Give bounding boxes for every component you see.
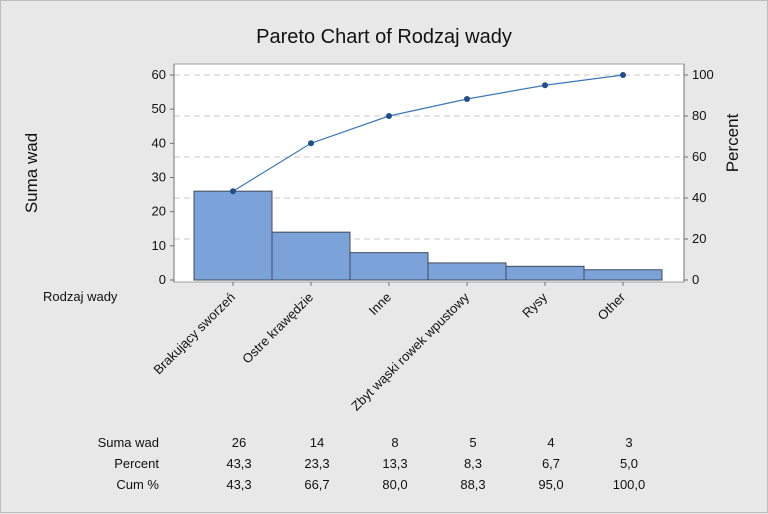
- table-cell: 43,3: [226, 477, 251, 492]
- table-cell: 66,7: [304, 477, 329, 492]
- chart-title: Pareto Chart of Rodzaj wady: [256, 26, 512, 48]
- table-cell: 100,0: [613, 477, 646, 492]
- cumulative-line: [230, 72, 626, 195]
- right-tick-label: 60: [692, 149, 706, 164]
- left-tick-label: 30: [152, 170, 166, 185]
- right-tick-label: 20: [692, 231, 706, 246]
- right-tick-label: 100: [692, 67, 714, 82]
- left-tick-label: 50: [152, 101, 166, 116]
- right-tick-label: 0: [692, 272, 699, 287]
- y2-axis-label: Percent: [723, 113, 742, 172]
- table-cell: 5,0: [620, 456, 638, 471]
- table-row-label: Percent: [114, 456, 159, 471]
- x-tick-label: Other: [595, 289, 629, 323]
- table-cell: 95,0: [538, 477, 563, 492]
- table-cell: 14: [310, 435, 324, 450]
- cumulative-point: [230, 188, 236, 195]
- table-cell: 8,3: [464, 456, 482, 471]
- left-tick-label: 60: [152, 67, 166, 82]
- cumulative-point: [308, 140, 314, 147]
- table-cell: 3: [625, 435, 632, 450]
- bar: [349, 252, 429, 281]
- table-cell: 43,3: [226, 456, 251, 471]
- table-cell: 13,3: [382, 456, 407, 471]
- x-tick-label: Ostre krawędzie: [239, 290, 316, 367]
- cumulative-point: [464, 95, 470, 102]
- bar: [193, 190, 273, 281]
- x-tick-label: Inne: [366, 290, 395, 319]
- left-axis: 0 10 20 30 40 50 60: [152, 64, 175, 287]
- right-tick-label: 40: [692, 190, 706, 205]
- bar: [505, 265, 585, 281]
- table-cell: 5: [469, 435, 476, 450]
- x-tick-label: Rysy: [519, 289, 550, 320]
- x-axis-label: Rodzaj wady: [43, 289, 118, 304]
- table-cell: 80,0: [382, 477, 407, 492]
- x-tick-label: Brakujący sworzeń: [150, 290, 238, 378]
- cumulative-point: [542, 82, 548, 89]
- table-cell: 4: [547, 435, 554, 450]
- table-cell: 6,7: [542, 456, 560, 471]
- bar: [583, 269, 663, 281]
- left-tick-label: 0: [159, 272, 166, 287]
- left-tick-label: 20: [152, 204, 166, 219]
- left-tick-label: 10: [152, 238, 166, 253]
- table-row-label: Suma wad: [98, 435, 159, 450]
- pareto-table: Suma wad 26 14 8 5 4 3 Percent 43,3 23,3 13,3 8,3 6,…: [98, 435, 646, 492]
- table-cell: 23,3: [304, 456, 329, 471]
- y-axis-label: Suma wad: [22, 133, 41, 213]
- cumulative-point: [386, 113, 392, 119]
- bar: [427, 262, 507, 281]
- cumulative-point: [620, 72, 626, 78]
- left-tick-label: 40: [152, 135, 166, 150]
- bar: [271, 231, 351, 281]
- table-cell: 26: [232, 435, 246, 450]
- x-tick-labels: Brakujący sworzeń Ostre krawędzie InneZbyt…: [150, 282, 629, 414]
- bars: [193, 190, 663, 281]
- right-tick-label: 80: [692, 108, 706, 123]
- table-row-label: Cum %: [116, 477, 159, 492]
- table-cell: 8: [391, 435, 398, 450]
- right-axis: 0 20 40 60 80 100: [683, 64, 714, 287]
- cumulative-line-path: [232, 74, 624, 192]
- table-cell: 88,3: [460, 477, 485, 492]
